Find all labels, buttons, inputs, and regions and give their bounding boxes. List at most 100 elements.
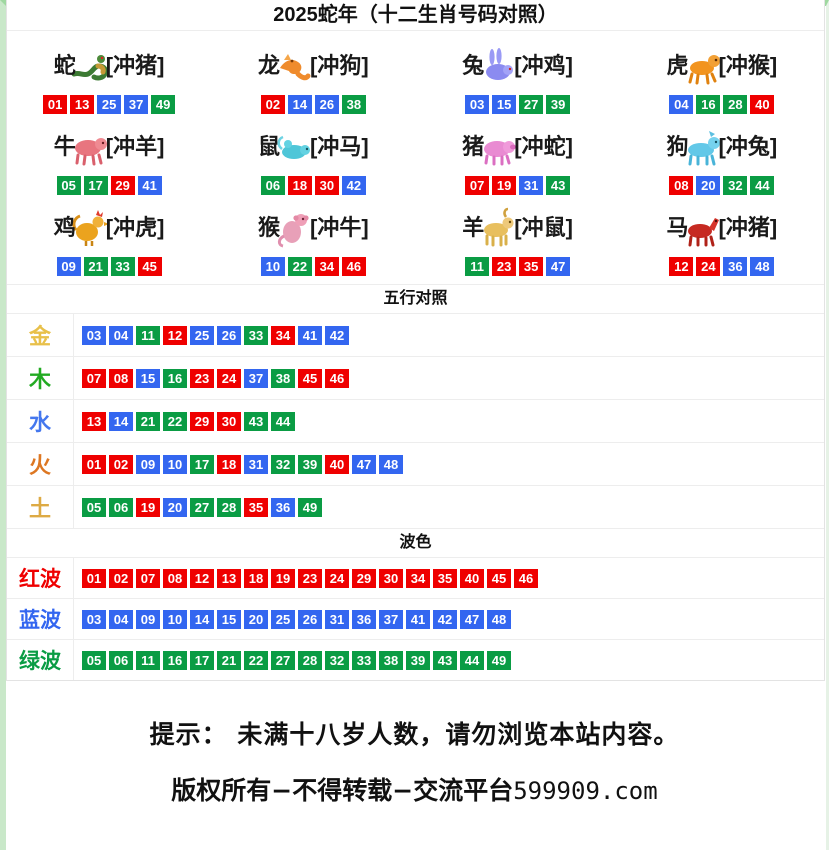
number-badge-20[interactable]: 20 — [163, 497, 187, 517]
number-badge-37[interactable]: 37 — [244, 368, 268, 388]
number-badge-46[interactable]: 46 — [514, 568, 538, 588]
number-badge-16[interactable]: 16 — [163, 650, 187, 670]
number-badge-01[interactable]: 01 — [82, 454, 106, 474]
number-badge-02[interactable]: 02 — [260, 95, 285, 114]
number-badge-30[interactable]: 30 — [314, 176, 339, 195]
number-badge-21[interactable]: 21 — [83, 257, 108, 276]
number-badge-22[interactable]: 22 — [287, 257, 312, 276]
number-badge-44[interactable]: 44 — [750, 176, 775, 195]
number-badge-16[interactable]: 16 — [696, 95, 721, 114]
number-badge-13[interactable]: 13 — [82, 411, 106, 431]
number-badge-47[interactable]: 47 — [352, 454, 376, 474]
number-badge-25[interactable]: 25 — [271, 609, 295, 629]
number-badge-10[interactable]: 10 — [260, 257, 285, 276]
number-badge-06[interactable]: 06 — [260, 176, 285, 195]
number-badge-31[interactable]: 31 — [519, 176, 544, 195]
number-badge-49[interactable]: 49 — [151, 95, 176, 114]
number-badge-25[interactable]: 25 — [97, 95, 122, 114]
number-badge-42[interactable]: 42 — [325, 325, 349, 345]
number-badge-04[interactable]: 04 — [109, 325, 133, 345]
number-badge-35[interactable]: 35 — [244, 497, 268, 517]
number-badge-41[interactable]: 41 — [298, 325, 322, 345]
number-badge-12[interactable]: 12 — [669, 257, 694, 276]
number-badge-27[interactable]: 27 — [519, 95, 544, 114]
number-badge-05[interactable]: 05 — [82, 650, 106, 670]
number-badge-20[interactable]: 20 — [244, 609, 268, 629]
number-badge-03[interactable]: 03 — [82, 325, 106, 345]
number-badge-16[interactable]: 16 — [163, 368, 187, 388]
number-badge-38[interactable]: 38 — [341, 95, 366, 114]
number-badge-20[interactable]: 20 — [696, 176, 721, 195]
number-badge-29[interactable]: 29 — [190, 411, 214, 431]
number-badge-39[interactable]: 39 — [546, 95, 571, 114]
number-badge-15[interactable]: 15 — [217, 609, 241, 629]
number-badge-32[interactable]: 32 — [325, 650, 349, 670]
number-badge-11[interactable]: 11 — [136, 650, 160, 670]
number-badge-18[interactable]: 18 — [287, 176, 312, 195]
number-badge-39[interactable]: 39 — [406, 650, 430, 670]
number-badge-30[interactable]: 30 — [217, 411, 241, 431]
number-badge-32[interactable]: 32 — [271, 454, 295, 474]
number-badge-14[interactable]: 14 — [287, 95, 312, 114]
number-badge-38[interactable]: 38 — [379, 650, 403, 670]
number-badge-05[interactable]: 05 — [56, 176, 81, 195]
number-badge-18[interactable]: 18 — [244, 568, 268, 588]
number-badge-18[interactable]: 18 — [217, 454, 241, 474]
number-badge-19[interactable]: 19 — [136, 497, 160, 517]
number-badge-21[interactable]: 21 — [217, 650, 241, 670]
number-badge-31[interactable]: 31 — [325, 609, 349, 629]
number-badge-35[interactable]: 35 — [433, 568, 457, 588]
number-badge-03[interactable]: 03 — [465, 95, 490, 114]
number-badge-02[interactable]: 02 — [109, 454, 133, 474]
number-badge-14[interactable]: 14 — [109, 411, 133, 431]
number-badge-40[interactable]: 40 — [460, 568, 484, 588]
number-badge-13[interactable]: 13 — [70, 95, 95, 114]
number-badge-28[interactable]: 28 — [217, 497, 241, 517]
number-badge-40[interactable]: 40 — [325, 454, 349, 474]
number-badge-07[interactable]: 07 — [136, 568, 160, 588]
number-badge-02[interactable]: 02 — [109, 568, 133, 588]
number-badge-27[interactable]: 27 — [190, 497, 214, 517]
number-badge-10[interactable]: 10 — [163, 609, 187, 629]
number-badge-29[interactable]: 29 — [352, 568, 376, 588]
number-badge-38[interactable]: 38 — [271, 368, 295, 388]
number-badge-07[interactable]: 07 — [82, 368, 106, 388]
number-badge-48[interactable]: 48 — [379, 454, 403, 474]
number-badge-28[interactable]: 28 — [298, 650, 322, 670]
number-badge-09[interactable]: 09 — [136, 454, 160, 474]
number-badge-14[interactable]: 14 — [190, 609, 214, 629]
number-badge-32[interactable]: 32 — [723, 176, 748, 195]
number-badge-36[interactable]: 36 — [723, 257, 748, 276]
number-badge-45[interactable]: 45 — [298, 368, 322, 388]
number-badge-23[interactable]: 23 — [190, 368, 214, 388]
number-badge-35[interactable]: 35 — [519, 257, 544, 276]
number-badge-33[interactable]: 33 — [110, 257, 135, 276]
number-badge-12[interactable]: 12 — [163, 325, 187, 345]
number-badge-36[interactable]: 36 — [271, 497, 295, 517]
number-badge-41[interactable]: 41 — [137, 176, 162, 195]
number-badge-39[interactable]: 39 — [298, 454, 322, 474]
number-badge-43[interactable]: 43 — [546, 176, 571, 195]
number-badge-44[interactable]: 44 — [460, 650, 484, 670]
number-badge-11[interactable]: 11 — [136, 325, 160, 345]
number-badge-07[interactable]: 07 — [465, 176, 490, 195]
number-badge-23[interactable]: 23 — [492, 257, 517, 276]
number-badge-10[interactable]: 10 — [163, 454, 187, 474]
number-badge-19[interactable]: 19 — [271, 568, 295, 588]
number-badge-33[interactable]: 33 — [244, 325, 268, 345]
number-badge-25[interactable]: 25 — [190, 325, 214, 345]
number-badge-47[interactable]: 47 — [460, 609, 484, 629]
number-badge-44[interactable]: 44 — [271, 411, 295, 431]
number-badge-41[interactable]: 41 — [406, 609, 430, 629]
number-badge-46[interactable]: 46 — [325, 368, 349, 388]
number-badge-37[interactable]: 37 — [379, 609, 403, 629]
number-badge-09[interactable]: 09 — [56, 257, 81, 276]
number-badge-33[interactable]: 33 — [352, 650, 376, 670]
number-badge-42[interactable]: 42 — [433, 609, 457, 629]
number-badge-22[interactable]: 22 — [244, 650, 268, 670]
number-badge-15[interactable]: 15 — [492, 95, 517, 114]
number-badge-09[interactable]: 09 — [136, 609, 160, 629]
number-badge-06[interactable]: 06 — [109, 650, 133, 670]
number-badge-47[interactable]: 47 — [546, 257, 571, 276]
number-badge-34[interactable]: 34 — [406, 568, 430, 588]
